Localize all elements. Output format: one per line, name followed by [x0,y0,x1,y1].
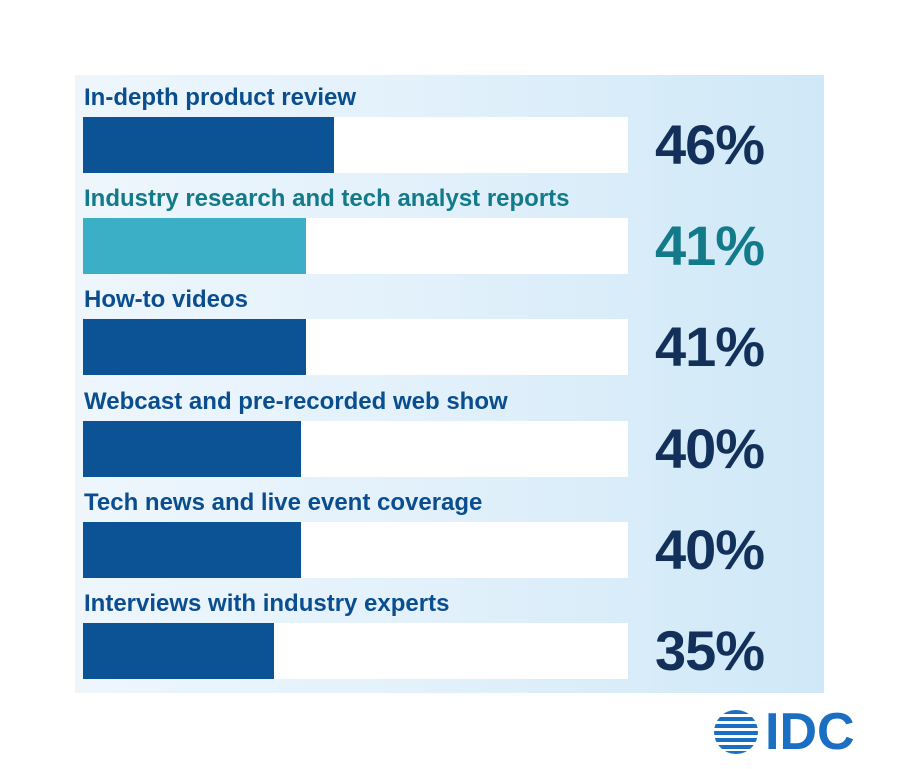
bar-row: Tech news and live event coverage 40% [75,480,824,581]
bar-row: Webcast and pre-recorded web show 40% [75,379,824,480]
bar-row: Interviews with industry experts 35% [75,581,824,682]
value-label: 40% [655,416,765,480]
bar [83,319,307,376]
idc-logo: IDC [713,703,873,761]
logo-text: IDC [765,703,855,761]
bar [83,218,307,275]
idc-globe-icon [714,710,758,754]
value-label: 41% [655,315,765,379]
bar-track [83,218,628,275]
bar [83,117,334,173]
bar-track [83,117,628,173]
value-label: 35% [655,619,765,682]
value-label: 40% [655,517,765,581]
category-label: In-depth product review [84,84,357,111]
bar [83,420,301,477]
category-label: Webcast and pre-recorded web show [84,387,508,415]
category-label: Tech news and live event coverage [84,488,483,516]
category-label: How-to videos [84,286,249,314]
bar-track [83,521,628,578]
category-label: Industry research and tech analyst repor… [84,185,570,213]
bar-track [83,420,628,477]
bar-track [83,319,628,376]
chart-panel: In-depth product review 46% Industry resea… [75,75,824,693]
bar [83,521,301,578]
bar-row: Industry research and tech analyst repor… [75,176,824,277]
value-label: 46% [655,113,765,176]
bar-row: In-depth product review 46% [75,75,824,176]
bar-row: How-to videos 41% [75,277,824,378]
bar-track [83,623,628,679]
bar [83,623,274,679]
category-label: Interviews with industry experts [84,590,450,617]
value-label: 41% [655,214,765,278]
